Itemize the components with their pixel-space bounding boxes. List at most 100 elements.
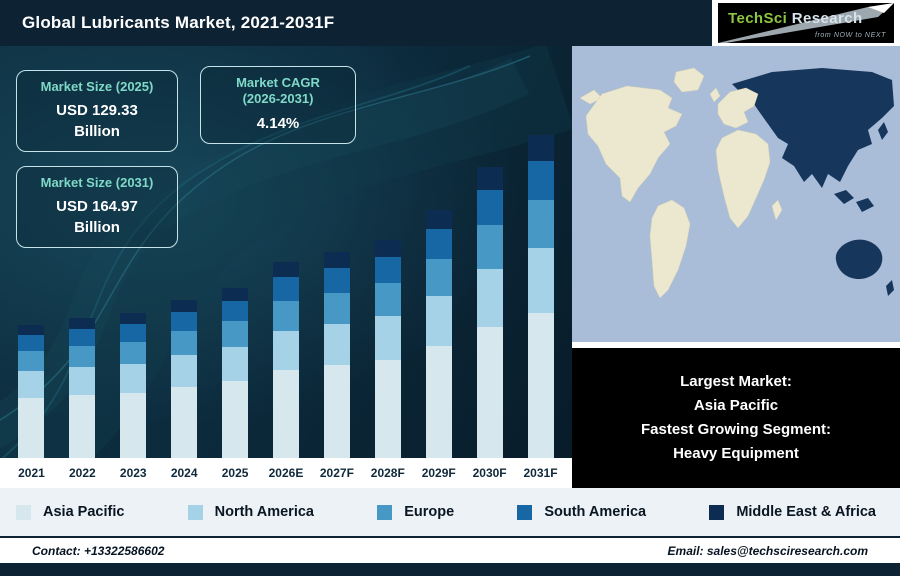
main-content: Market Size (2025) USD 129.33 Billion Ma… (0, 46, 900, 488)
market-size-2025-title: Market Size (2025) (40, 79, 154, 94)
bar-segment (120, 393, 147, 458)
logo-area: TechSci Research from NOW to NEXT (712, 0, 900, 46)
legend-swatch (709, 504, 725, 520)
market-size-2025-value: USD 129.33 (56, 102, 138, 120)
bar-segment (171, 355, 198, 387)
footer: Contact: +13322586602 Email: sales@techs… (0, 536, 900, 563)
bar-column-2031F (515, 135, 566, 458)
bar-segment (527, 135, 554, 161)
stacked-bar (222, 288, 249, 458)
bar-segment (69, 346, 96, 367)
x-axis-label: 2021 (18, 466, 45, 480)
logo-brand: TechSci Research (728, 10, 863, 27)
bar-segment (425, 259, 452, 296)
bar-segment (425, 346, 452, 458)
stacked-bar (374, 240, 401, 458)
market-cagr-value: 4.14% (256, 114, 300, 132)
stacked-bar (272, 262, 299, 458)
bar-segment (18, 351, 45, 371)
bar-segment (69, 329, 96, 346)
right-column: Largest Market: Asia Pacific Fastest Gro… (572, 46, 900, 488)
fastest-segment-value: Heavy Equipment (673, 445, 799, 462)
bottom-bar (0, 563, 900, 576)
page-title: Global Lubricants Market, 2021-2031F (0, 0, 712, 46)
bar-segment (323, 252, 350, 268)
x-axis-label: 2031F (523, 466, 558, 480)
bar-column-2030F (464, 167, 515, 458)
bar-segment (272, 277, 299, 301)
stacked-bar (527, 135, 554, 458)
bar-segment (323, 365, 350, 458)
bar-segment (120, 364, 147, 393)
bar-segment (222, 321, 249, 347)
x-axis-label: 2030F (472, 466, 507, 480)
bar-segment (18, 325, 45, 335)
market-size-2025-box: Market Size (2025) USD 129.33 Billion (16, 70, 178, 153)
legend-swatch (377, 504, 393, 520)
bar-segment (323, 268, 350, 293)
bar-segment (323, 293, 350, 324)
map-region-south-america (649, 199, 691, 299)
bar-segment (69, 395, 96, 458)
stacked-bar (476, 167, 503, 458)
legend-item: North America (187, 504, 314, 520)
largest-market-label: Largest Market: (680, 373, 792, 390)
map-region-asia (732, 68, 894, 188)
x-axis-label: 2028F (370, 466, 405, 480)
stacked-bar (171, 300, 198, 458)
bar-segment (18, 398, 45, 458)
world-map (572, 46, 900, 342)
legend-label: Europe (404, 504, 455, 520)
legend-item: Asia Pacific (16, 504, 124, 520)
legend-swatch (187, 504, 203, 520)
bar-segment (222, 301, 249, 321)
x-axis-label: 2027F (319, 466, 354, 480)
x-axis-labels: 2021 2022 2023 2024 2025 2026E 2027F 2028F 2029F… (0, 458, 572, 488)
stacked-bar (425, 210, 452, 458)
map-region-north-america (585, 85, 683, 203)
highlight-panel: Largest Market: Asia Pacific Fastest Gro… (572, 348, 900, 488)
bar-segment (425, 210, 452, 229)
market-size-2031-value: USD 164.97 (56, 198, 138, 216)
logo-brand-primary: TechSci (728, 10, 788, 27)
map-region-africa (715, 129, 771, 229)
market-cagr-title: Market CAGR (2026-2031) (236, 75, 320, 107)
bar-segment (272, 301, 299, 331)
bar-segment (476, 225, 503, 269)
bar-segment (374, 257, 401, 283)
legend-swatch (517, 504, 533, 520)
bar-column-2028F (362, 240, 413, 458)
x-axis-label: 2023 (119, 466, 147, 480)
legend-label: North America (214, 504, 314, 520)
bar-segment (374, 283, 401, 316)
divider (572, 342, 900, 348)
legend-item: Middle East & Africa (709, 504, 876, 520)
legend-swatch (16, 504, 31, 520)
bar-column-2022 (57, 318, 108, 458)
x-axis-label: 2026E (268, 466, 304, 480)
contact-email: Email: sales@techsciresearch.com (667, 543, 868, 558)
logo-arrow-icon (718, 3, 894, 43)
bar-segment (476, 327, 503, 458)
bar-segment (171, 312, 198, 331)
bar-segment (323, 324, 350, 365)
bar-segment (171, 300, 198, 312)
logo-brand-secondary: Research (791, 10, 863, 27)
bar-segment (374, 316, 401, 360)
bar-segment (18, 371, 45, 398)
fastest-segment-label: Fastest Growing Segment: (640, 421, 832, 438)
bar-segment (272, 331, 299, 370)
world-map-image (572, 46, 900, 342)
bar-segment (374, 240, 401, 257)
bar-column-2021 (6, 325, 57, 458)
bar-segment (527, 313, 554, 458)
bar-segment (425, 229, 452, 259)
header: Global Lubricants Market, 2021-2031F Tec… (0, 0, 900, 46)
bar-column-2026E (261, 262, 312, 458)
legend-item: Europe (377, 504, 454, 520)
bar-segment (222, 288, 249, 301)
market-size-2031-unit: Billion (74, 219, 120, 237)
bar-segment (222, 347, 249, 381)
legend-item: South America (517, 504, 646, 520)
largest-market-value: Asia Pacific (693, 397, 779, 414)
